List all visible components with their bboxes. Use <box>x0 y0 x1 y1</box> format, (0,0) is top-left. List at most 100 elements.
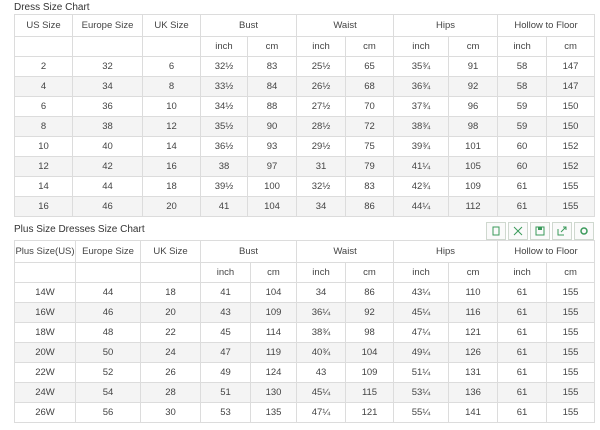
cell: 61 <box>497 382 548 403</box>
cell: 22 <box>140 322 201 343</box>
cell: 61 <box>497 282 548 303</box>
cell: 45¼ <box>296 382 347 403</box>
tool-button[interactable] <box>508 222 528 240</box>
cell: 155 <box>546 402 596 423</box>
tool-button[interactable] <box>552 222 572 240</box>
cell: 24 <box>140 342 201 363</box>
unit-header: cm <box>345 36 395 57</box>
cell: 83 <box>246 56 298 77</box>
cell: 135 <box>249 402 298 423</box>
group-header: Hollow to Floor <box>497 240 596 263</box>
group-header: Hollow to Floor <box>497 14 596 37</box>
column-header: Europe Size <box>75 240 141 263</box>
cell: 36½ <box>200 136 248 157</box>
unit-header: cm <box>448 262 499 283</box>
cell: 12 <box>14 156 73 177</box>
cell: 58 <box>497 56 548 77</box>
cell: 86 <box>345 196 395 217</box>
cell: 68 <box>345 76 395 97</box>
cell: 61 <box>497 322 548 343</box>
cell: 40¾ <box>296 342 347 363</box>
cell: 8 <box>14 116 73 137</box>
cell: 58 <box>497 76 548 97</box>
cell: 155 <box>546 382 596 403</box>
cell: 43 <box>200 302 251 323</box>
toolbar <box>486 222 594 240</box>
cell: 16 <box>14 196 73 217</box>
data-row: 16 46 20 41 104 34 86 44¼ 112 61 155 <box>14 196 596 217</box>
cell: 45 <box>200 322 251 343</box>
cell: 84 <box>246 76 298 97</box>
cell: 38¾ <box>393 116 450 137</box>
cell: 20W <box>14 342 76 363</box>
cell: 109 <box>448 176 499 197</box>
cell: 43¼ <box>393 282 450 303</box>
cell: 26½ <box>296 76 347 97</box>
cell: 14 <box>142 136 201 157</box>
cell: 47¼ <box>296 402 347 423</box>
cell: 26 <box>140 362 201 383</box>
cell: 92 <box>448 76 499 97</box>
tool-button[interactable] <box>574 222 594 240</box>
cell: 20 <box>142 196 201 217</box>
unit-header: cm <box>246 36 298 57</box>
cell: 35½ <box>200 116 248 137</box>
unit-header: inch <box>497 36 548 57</box>
cell: 10 <box>14 136 73 157</box>
cell: 75 <box>345 136 395 157</box>
cell: 130 <box>249 382 298 403</box>
cell: 18 <box>142 176 201 197</box>
group-header: Waist <box>296 14 395 37</box>
empty-cell <box>14 262 76 283</box>
cell: 155 <box>546 196 596 217</box>
cell: 32½ <box>296 176 347 197</box>
cell: 16W <box>14 302 76 323</box>
unit-header: inch <box>296 262 347 283</box>
tool-button[interactable] <box>486 222 506 240</box>
cell: 46 <box>72 196 143 217</box>
table-head: Plus Size(US) Europe Size UK Size Bust Waist… <box>14 240 596 283</box>
cell: 36¼ <box>296 302 347 323</box>
cell: 109 <box>345 362 395 383</box>
cell: 40 <box>72 136 143 157</box>
cell: 79 <box>345 156 395 177</box>
data-row: 20W 50 24 47 119 40¾ 104 49¼ 126 61 155 <box>14 342 596 363</box>
cell: 31 <box>296 156 347 177</box>
cell: 16 <box>142 156 201 177</box>
icon <box>557 226 567 236</box>
table-body: 2 32 6 32½ 83 25½ 65 35¾ 91 58 147 4 34 8 33½ 84 26½ 68 36… <box>14 56 596 217</box>
cell: 152 <box>546 156 596 177</box>
cell: 54 <box>75 382 141 403</box>
cell: 51¼ <box>393 362 450 383</box>
empty-cell <box>72 36 143 57</box>
cell: 96 <box>448 96 499 117</box>
cell: 119 <box>249 342 298 363</box>
cell: 34 <box>296 282 347 303</box>
unit-header: inch <box>393 262 450 283</box>
cell: 112 <box>448 196 499 217</box>
cell: 59 <box>497 96 548 117</box>
unit-header: inch <box>200 36 248 57</box>
cell: 59 <box>497 116 548 137</box>
cell: 53 <box>200 402 251 423</box>
cell: 48 <box>75 322 141 343</box>
cell: 101 <box>448 136 499 157</box>
cell: 8 <box>142 76 201 97</box>
cell: 55¼ <box>393 402 450 423</box>
unit-header: cm <box>345 262 395 283</box>
cell: 93 <box>246 136 298 157</box>
empty-cell <box>14 36 73 57</box>
cell: 2 <box>14 56 73 77</box>
empty-cell <box>142 36 201 57</box>
tool-button[interactable] <box>530 222 550 240</box>
cell: 14 <box>14 176 73 197</box>
cell: 150 <box>546 96 596 117</box>
cell: 124 <box>249 362 298 383</box>
table-head: US Size Europe Size UK Size Bust Waist Hips Ho… <box>14 14 596 57</box>
cell: 20 <box>140 302 201 323</box>
cell: 18W <box>14 322 76 343</box>
cell: 10 <box>142 96 201 117</box>
column-header: Europe Size <box>72 14 143 37</box>
cell: 50 <box>75 342 141 363</box>
cell: 39½ <box>200 176 248 197</box>
